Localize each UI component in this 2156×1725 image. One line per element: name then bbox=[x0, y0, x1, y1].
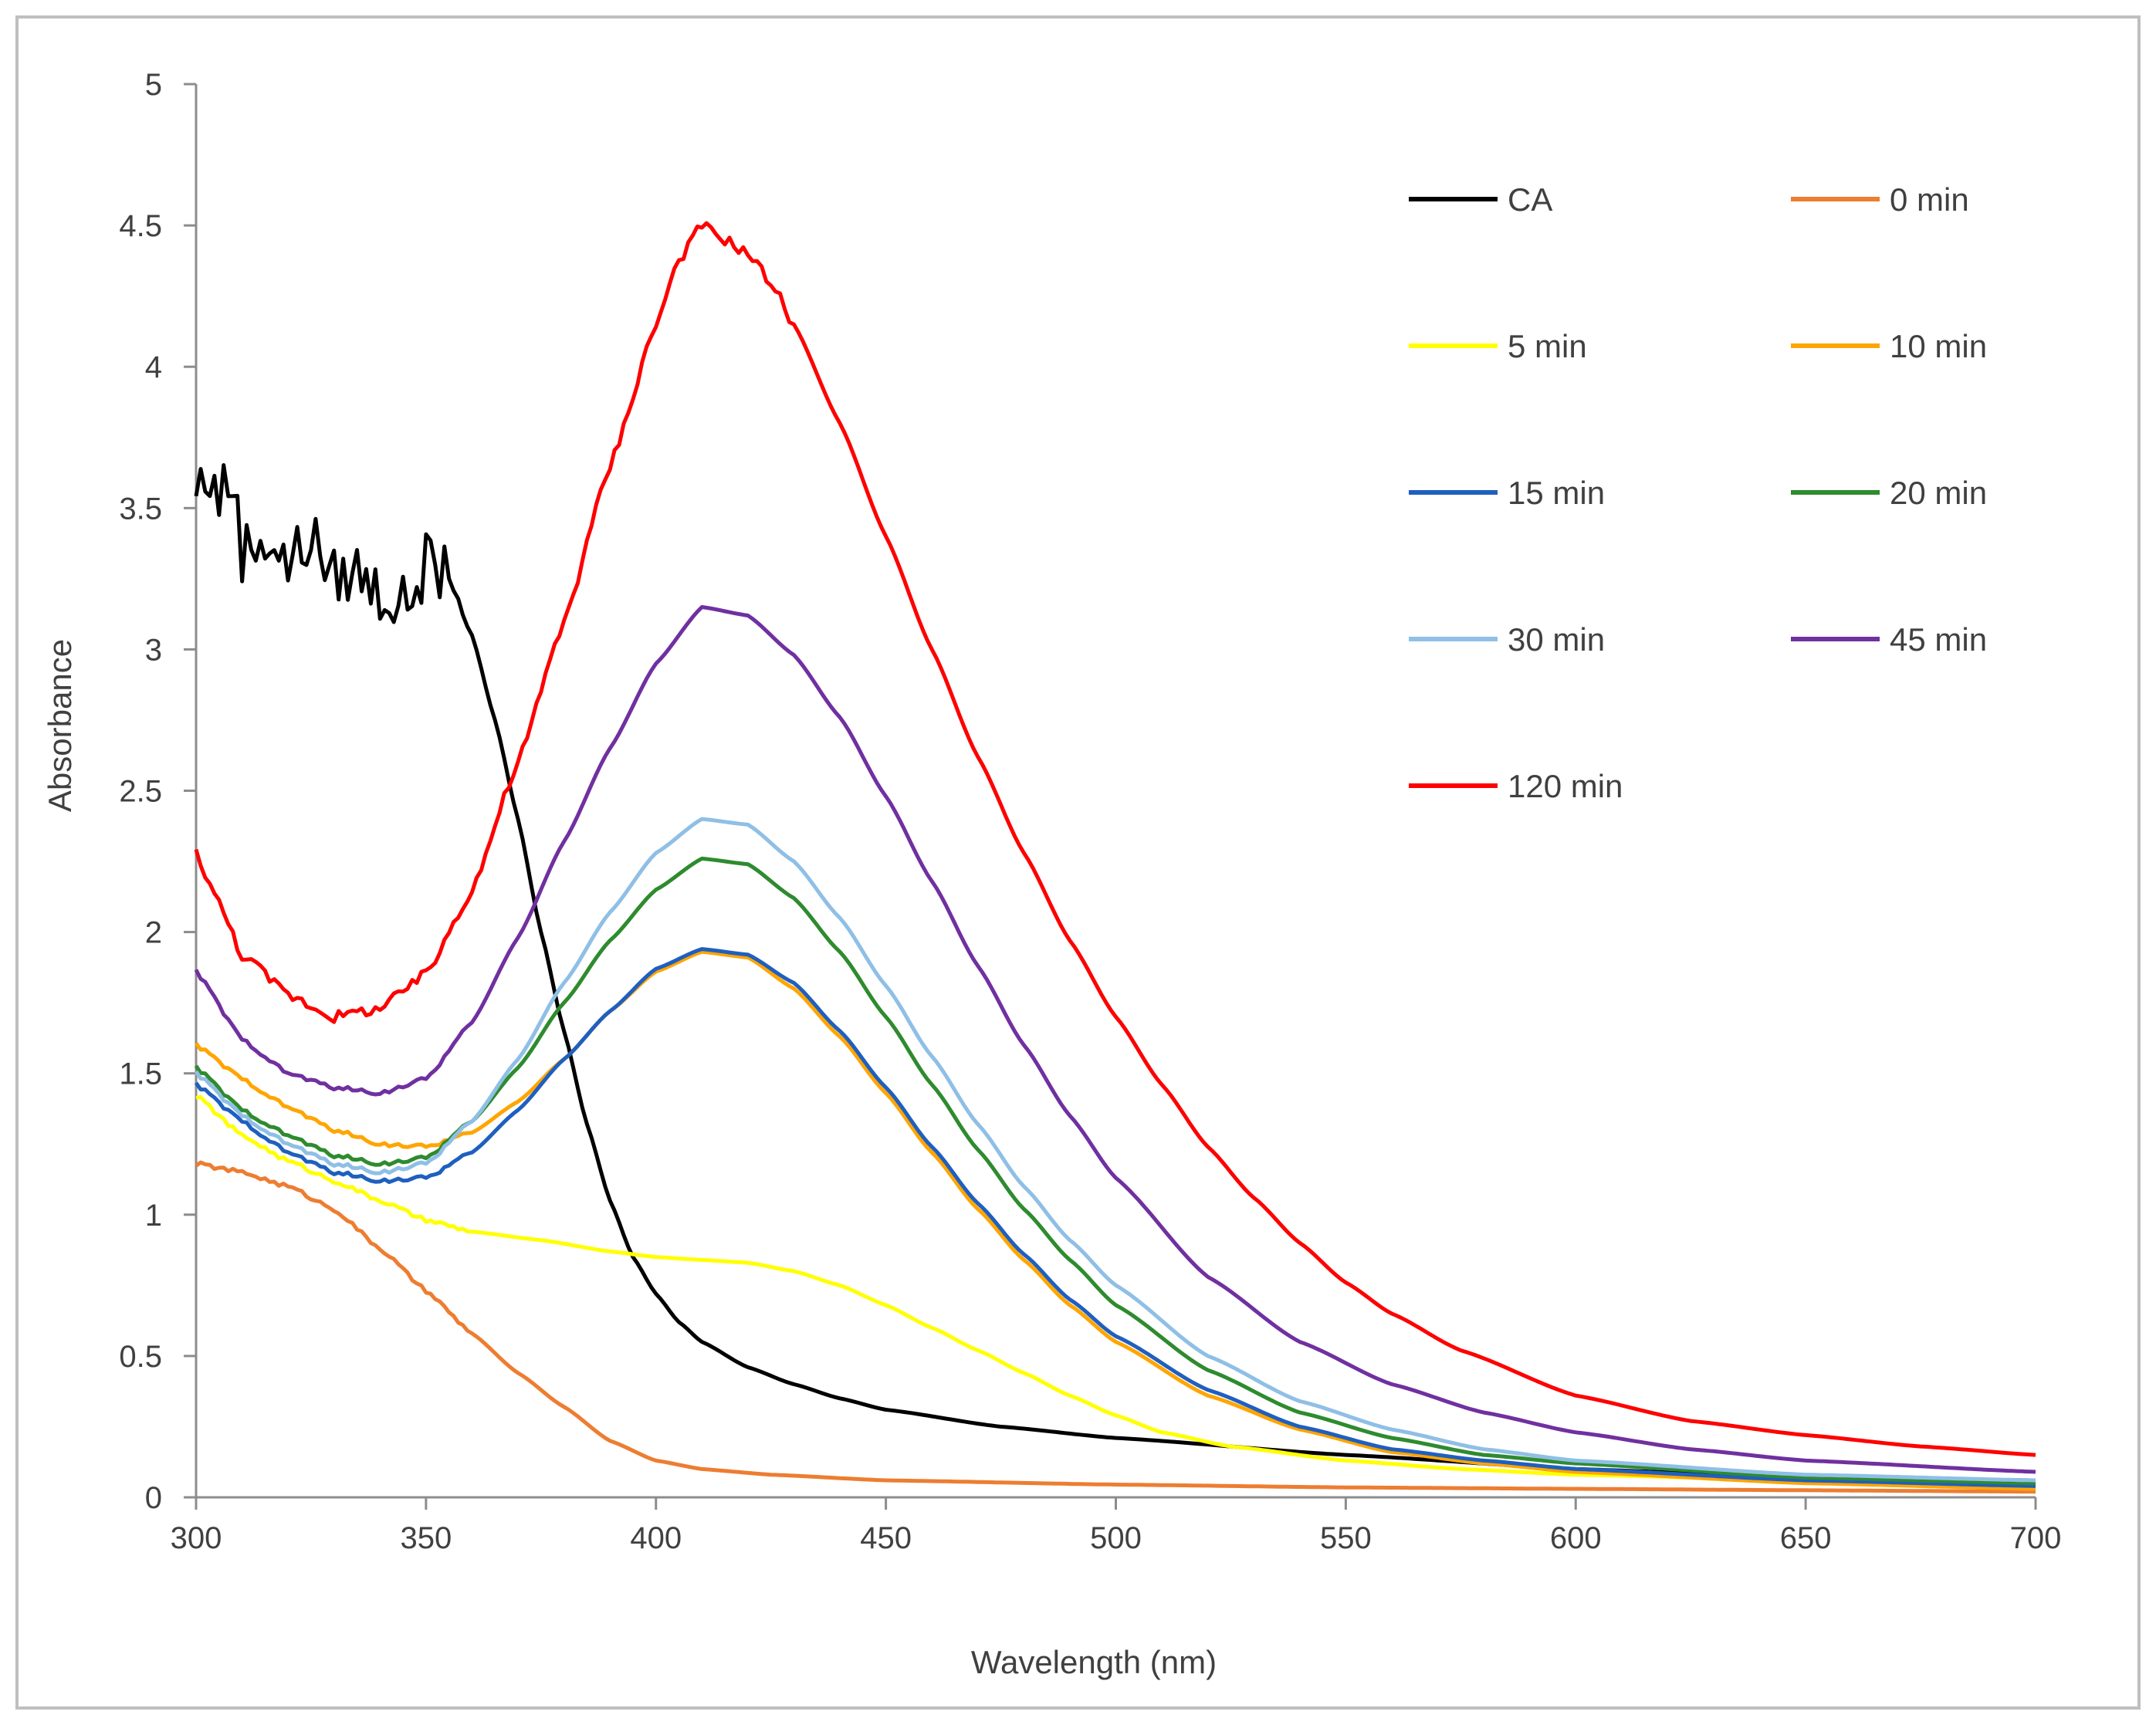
y-tick-label: 1.5 bbox=[119, 1057, 162, 1091]
y-tick-label: 2 bbox=[145, 916, 162, 950]
series-line-10-min bbox=[194, 949, 2036, 1491]
series-line-20-min bbox=[194, 856, 2036, 1486]
x-tick-label: 350 bbox=[401, 1521, 452, 1555]
legend-label-ca: CA bbox=[1508, 181, 1552, 218]
x-tick-label: 450 bbox=[860, 1521, 912, 1555]
series-line-0-min bbox=[195, 1160, 2036, 1494]
legend: CA 0 min 5 min 10 min 15 min 20 min 30 min 45 m… bbox=[1409, 181, 1987, 804]
chart-border bbox=[15, 15, 2141, 1710]
y-tick-label: 3.5 bbox=[119, 492, 162, 526]
x-tick-label: 700 bbox=[2010, 1521, 2062, 1555]
axes: 0 0.5 1 1.5 2 2.5 3 3.5 4 4.5 5 300 350 400 450 500 550 6… bbox=[119, 68, 2061, 1555]
x-tick-label: 650 bbox=[1780, 1521, 1832, 1555]
y-tick-label: 0.5 bbox=[119, 1340, 162, 1374]
y-tick-label: 4 bbox=[145, 350, 162, 384]
y-tick-label: 5 bbox=[145, 68, 162, 102]
x-tick-label: 300 bbox=[171, 1521, 222, 1555]
legend-label-45-min: 45 min bbox=[1890, 621, 1987, 658]
legend-label-30-min: 30 min bbox=[1508, 621, 1605, 658]
y-tick-label: 2.5 bbox=[119, 775, 162, 809]
y-tick-label: 4.5 bbox=[119, 209, 162, 243]
legend-label-120-min: 120 min bbox=[1508, 768, 1623, 804]
y-tick-label: 3 bbox=[145, 633, 162, 667]
y-tick-label: 1 bbox=[145, 1199, 162, 1233]
legend-label-20-min: 20 min bbox=[1890, 475, 1987, 511]
x-tick-label: 550 bbox=[1320, 1521, 1372, 1555]
legend-label-10-min: 10 min bbox=[1890, 328, 1987, 364]
series-line-45-min bbox=[194, 605, 2036, 1474]
x-tick-label: 600 bbox=[1550, 1521, 1602, 1555]
legend-label-5-min: 5 min bbox=[1508, 328, 1587, 364]
legend-label-0-min: 0 min bbox=[1890, 181, 1969, 218]
series-layer bbox=[194, 221, 2036, 1494]
x-axis-title: Wavelength (nm) bbox=[971, 1644, 1217, 1680]
series-line-15-min bbox=[194, 947, 2036, 1488]
legend-label-15-min: 15 min bbox=[1508, 475, 1605, 511]
series-line-120-min bbox=[194, 221, 2036, 1457]
x-tick-label: 400 bbox=[630, 1521, 682, 1555]
series-line-30-min bbox=[194, 817, 2036, 1483]
y-axis-title: Absorbance bbox=[42, 639, 78, 812]
y-tick-label: 0 bbox=[145, 1481, 162, 1515]
x-tick-label: 500 bbox=[1090, 1521, 1142, 1555]
